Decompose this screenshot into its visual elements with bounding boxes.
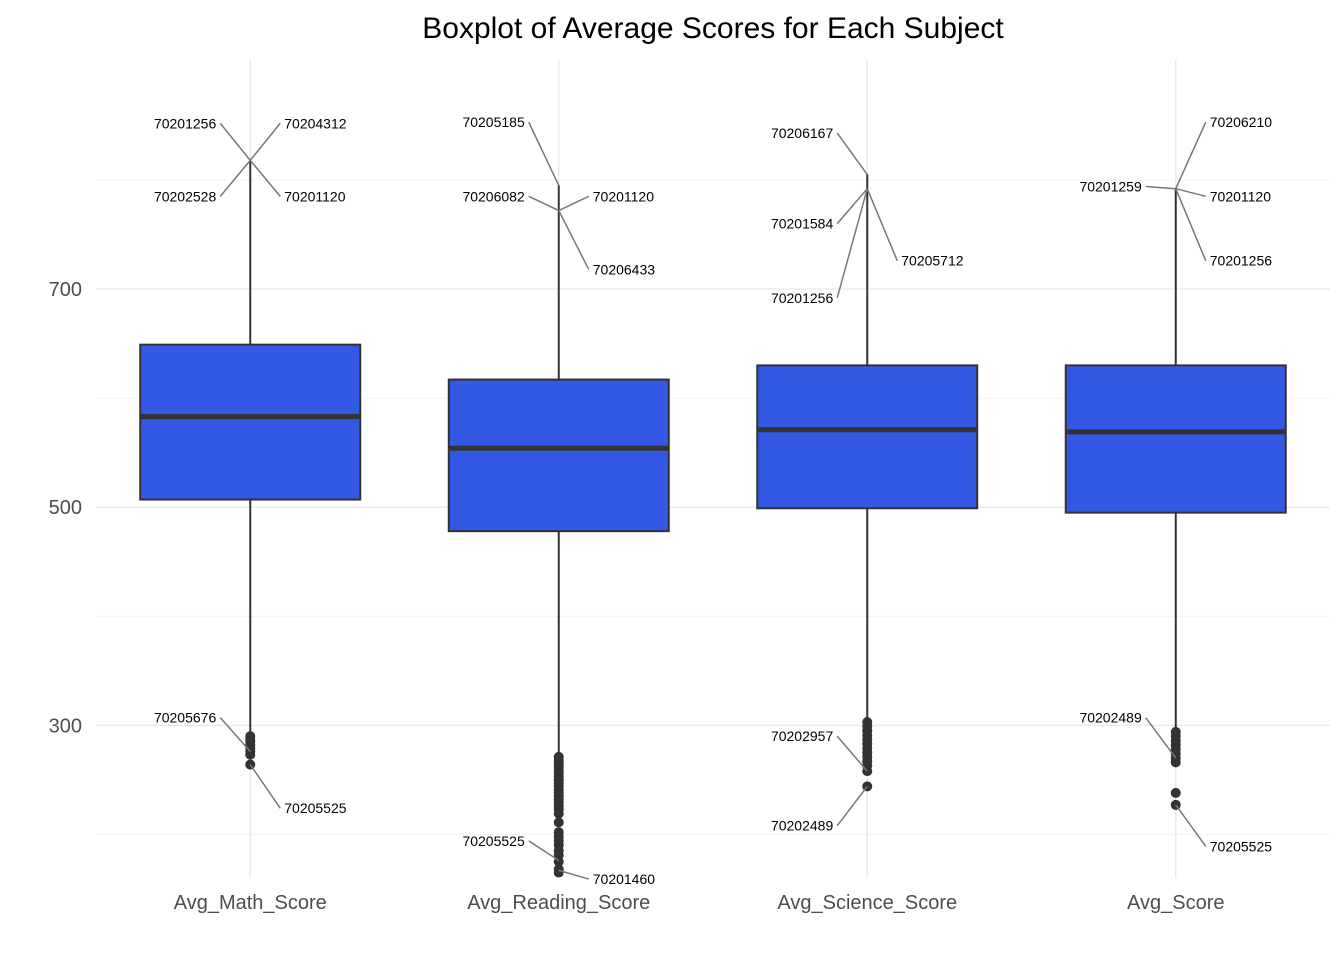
label-leader-line <box>249 122 281 161</box>
label-leader-line <box>528 840 560 862</box>
label-leader-line <box>219 122 251 161</box>
y-tick-label: 300 <box>49 715 82 737</box>
label-leader-line <box>866 188 898 261</box>
x-tick-label: Avg_Score <box>1127 892 1224 914</box>
chart-title: Boxplot of Average Scores for Each Subje… <box>422 12 1004 45</box>
label-leader-line <box>836 132 868 175</box>
outlier-id-label: 70205525 <box>1210 838 1273 854</box>
outlier-id-label: 70206210 <box>1210 114 1273 130</box>
outlier-id-label: 70206167 <box>771 125 834 141</box>
label-leader-line <box>528 195 560 212</box>
outlier-id-label: 70205712 <box>901 253 964 269</box>
outlier-id-label: 70204312 <box>284 115 347 131</box>
outlier-id-label: 70202489 <box>1079 710 1142 726</box>
outlier-point <box>1170 787 1181 798</box>
label-leader-line <box>1175 187 1206 198</box>
label-leader-line <box>836 188 868 298</box>
outlier-id-label: 70202957 <box>771 728 834 744</box>
label-leader-line <box>219 717 251 752</box>
label-leader-line <box>219 159 251 197</box>
x-tick-label: Avg_Science_Score <box>777 892 957 914</box>
label-leader-line <box>249 764 281 809</box>
label-leader-line <box>249 159 281 197</box>
box-Avg_Reading_Score: 70205185 70206082 70201120 70206433 70205525… <box>447 114 670 887</box>
outlier-id-label: 70201460 <box>593 871 656 887</box>
label-leader-line <box>1175 121 1207 190</box>
outlier-id-label: 70202489 <box>771 818 834 834</box>
label-leader-line <box>558 195 590 212</box>
box-Avg_Score: 70206210 70201259 70201120 70201256 70202489… <box>1064 114 1287 854</box>
label-leader-line <box>1175 804 1207 847</box>
box-iqr <box>756 364 979 510</box>
outlier-point <box>245 749 256 760</box>
outlier-point <box>553 808 564 819</box>
box-Avg_Science_Score: 70206167 70201584 70205712 70201256 70202957… <box>756 125 979 834</box>
label-leader-line <box>528 121 560 186</box>
box-iqr <box>139 343 362 501</box>
label-leader-line <box>1175 188 1207 261</box>
box-iqr <box>1064 364 1287 514</box>
outlier-id-label: 70205185 <box>462 114 525 130</box>
outlier-point <box>553 867 564 878</box>
outlier-id-label: 70201256 <box>1210 253 1273 269</box>
outlier-id-label: 70202528 <box>154 188 217 204</box>
label-leader-line <box>1145 185 1176 190</box>
box-iqr <box>447 378 670 533</box>
x-tick-label: Avg_Math_Score <box>174 892 327 914</box>
box-Avg_Math_Score: 70201256 70204312 70202528 70201120 70205676… <box>139 115 362 816</box>
x-axis-ticks: Avg_Math_Score Avg_Reading_Score Avg_Scien… <box>174 892 1225 914</box>
outlier-id-label: 70206082 <box>462 188 525 204</box>
outlier-id-label: 70205676 <box>154 710 217 726</box>
outlier-id-label: 70201120 <box>593 188 654 204</box>
box-series: 70201256 70204312 70202528 70201120 70205676… <box>139 114 1287 887</box>
label-leader-line <box>558 869 589 880</box>
outlier-id-label: 70201256 <box>154 115 217 131</box>
outlier-point <box>1170 757 1181 768</box>
label-leader-line <box>836 785 868 827</box>
outlier-id-label: 70205525 <box>462 833 525 849</box>
y-tick-label: 700 <box>49 279 82 301</box>
outlier-id-label: 70201256 <box>771 290 834 306</box>
outlier-point <box>553 817 564 828</box>
y-axis-ticks: 300 500 700 <box>49 279 82 737</box>
label-leader-line <box>1145 717 1177 759</box>
outlier-id-label: 70201259 <box>1079 179 1142 195</box>
label-leader-line <box>558 210 590 270</box>
x-tick-label: Avg_Reading_Score <box>467 892 650 914</box>
outlier-id-label: 70206433 <box>593 261 656 277</box>
outlier-id-label: 70201120 <box>284 188 345 204</box>
y-tick-label: 500 <box>49 497 82 519</box>
outlier-id-label: 70205525 <box>284 800 347 816</box>
label-leader-line <box>836 188 868 225</box>
label-leader-line <box>836 735 868 772</box>
outlier-id-label: 70201584 <box>771 216 834 232</box>
outlier-id-label: 70201120 <box>1210 188 1271 204</box>
